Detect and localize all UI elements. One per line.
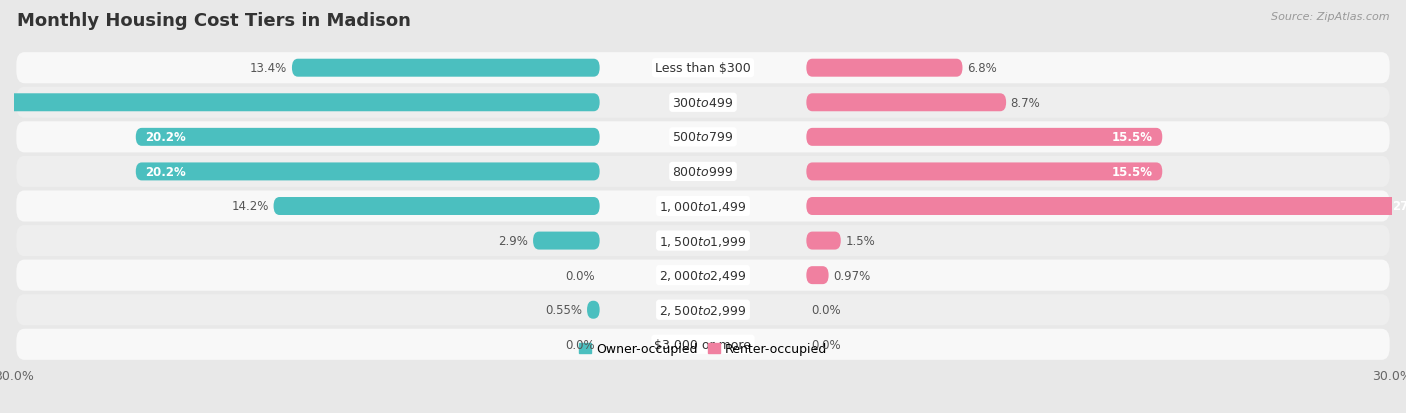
FancyBboxPatch shape <box>807 94 1007 112</box>
FancyBboxPatch shape <box>807 232 841 250</box>
Text: 0.0%: 0.0% <box>565 338 595 351</box>
FancyBboxPatch shape <box>17 157 1389 188</box>
Text: Monthly Housing Cost Tiers in Madison: Monthly Housing Cost Tiers in Madison <box>17 12 411 30</box>
Text: Less than $300: Less than $300 <box>655 62 751 75</box>
Text: 1.5%: 1.5% <box>845 235 875 247</box>
FancyBboxPatch shape <box>17 225 1389 256</box>
Text: $2,000 to $2,499: $2,000 to $2,499 <box>659 268 747 282</box>
FancyBboxPatch shape <box>292 59 599 78</box>
FancyBboxPatch shape <box>807 163 1163 181</box>
Text: $500 to $799: $500 to $799 <box>672 131 734 144</box>
Text: $3,000 or more: $3,000 or more <box>655 338 751 351</box>
FancyBboxPatch shape <box>17 191 1389 222</box>
FancyBboxPatch shape <box>136 128 599 147</box>
FancyBboxPatch shape <box>807 59 963 78</box>
Text: 8.7%: 8.7% <box>1011 97 1040 109</box>
Text: 15.5%: 15.5% <box>1112 131 1153 144</box>
FancyBboxPatch shape <box>17 260 1389 291</box>
Text: 0.0%: 0.0% <box>811 304 841 316</box>
FancyBboxPatch shape <box>17 122 1389 153</box>
FancyBboxPatch shape <box>807 128 1163 147</box>
FancyBboxPatch shape <box>807 197 1406 216</box>
Text: 0.55%: 0.55% <box>546 304 582 316</box>
FancyBboxPatch shape <box>17 88 1389 119</box>
FancyBboxPatch shape <box>136 163 599 181</box>
Text: 15.5%: 15.5% <box>1112 166 1153 178</box>
Text: $1,000 to $1,499: $1,000 to $1,499 <box>659 199 747 214</box>
Text: 20.2%: 20.2% <box>145 166 186 178</box>
Text: $2,500 to $2,999: $2,500 to $2,999 <box>659 303 747 317</box>
FancyBboxPatch shape <box>17 329 1389 360</box>
Text: 20.2%: 20.2% <box>145 131 186 144</box>
Text: 0.0%: 0.0% <box>811 338 841 351</box>
Text: $800 to $999: $800 to $999 <box>672 166 734 178</box>
FancyBboxPatch shape <box>0 94 599 112</box>
FancyBboxPatch shape <box>17 294 1389 325</box>
Text: $300 to $499: $300 to $499 <box>672 97 734 109</box>
Text: 0.97%: 0.97% <box>834 269 870 282</box>
FancyBboxPatch shape <box>533 232 599 250</box>
Text: 27.7%: 27.7% <box>1392 200 1406 213</box>
FancyBboxPatch shape <box>588 301 599 319</box>
Legend: Owner-occupied, Renter-occupied: Owner-occupied, Renter-occupied <box>574 337 832 361</box>
Text: 6.8%: 6.8% <box>967 62 997 75</box>
Text: 2.9%: 2.9% <box>499 235 529 247</box>
Text: 14.2%: 14.2% <box>232 200 269 213</box>
Text: $1,500 to $1,999: $1,500 to $1,999 <box>659 234 747 248</box>
Text: Source: ZipAtlas.com: Source: ZipAtlas.com <box>1271 12 1389 22</box>
Text: 13.4%: 13.4% <box>250 62 287 75</box>
FancyBboxPatch shape <box>274 197 599 216</box>
FancyBboxPatch shape <box>807 266 828 285</box>
FancyBboxPatch shape <box>17 53 1389 84</box>
Text: 0.0%: 0.0% <box>565 269 595 282</box>
